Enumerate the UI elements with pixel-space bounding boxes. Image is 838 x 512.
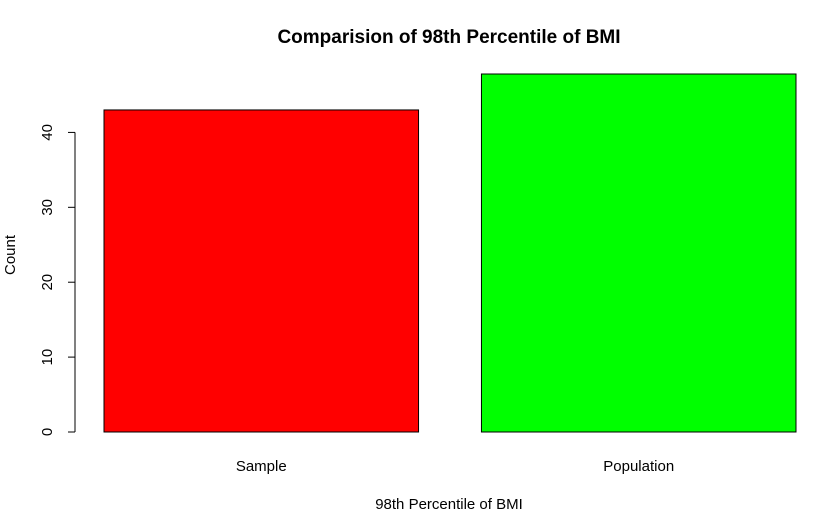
bars-group <box>103 73 797 433</box>
x-tick-labels: Sample Population <box>236 458 674 475</box>
chart-title: Comparision of 98th Percentile of BMI <box>277 27 620 48</box>
bar-sample <box>103 109 420 433</box>
y-tick-label-0: 0 <box>39 428 56 436</box>
y-tick-label-30: 30 <box>39 199 56 216</box>
x-tick-label-population: Population <box>603 458 674 475</box>
bar-population <box>480 73 797 433</box>
y-tick-label-20: 20 <box>39 274 56 291</box>
y-axis-ticks: 0 10 20 30 40 <box>39 124 75 436</box>
x-tick-label-sample: Sample <box>236 458 287 475</box>
y-axis-label: Count <box>2 234 19 275</box>
y-tick-label-40: 40 <box>39 124 56 141</box>
x-axis-label: 98th Percentile of BMI <box>375 496 523 512</box>
y-tick-label-10: 10 <box>39 349 56 366</box>
